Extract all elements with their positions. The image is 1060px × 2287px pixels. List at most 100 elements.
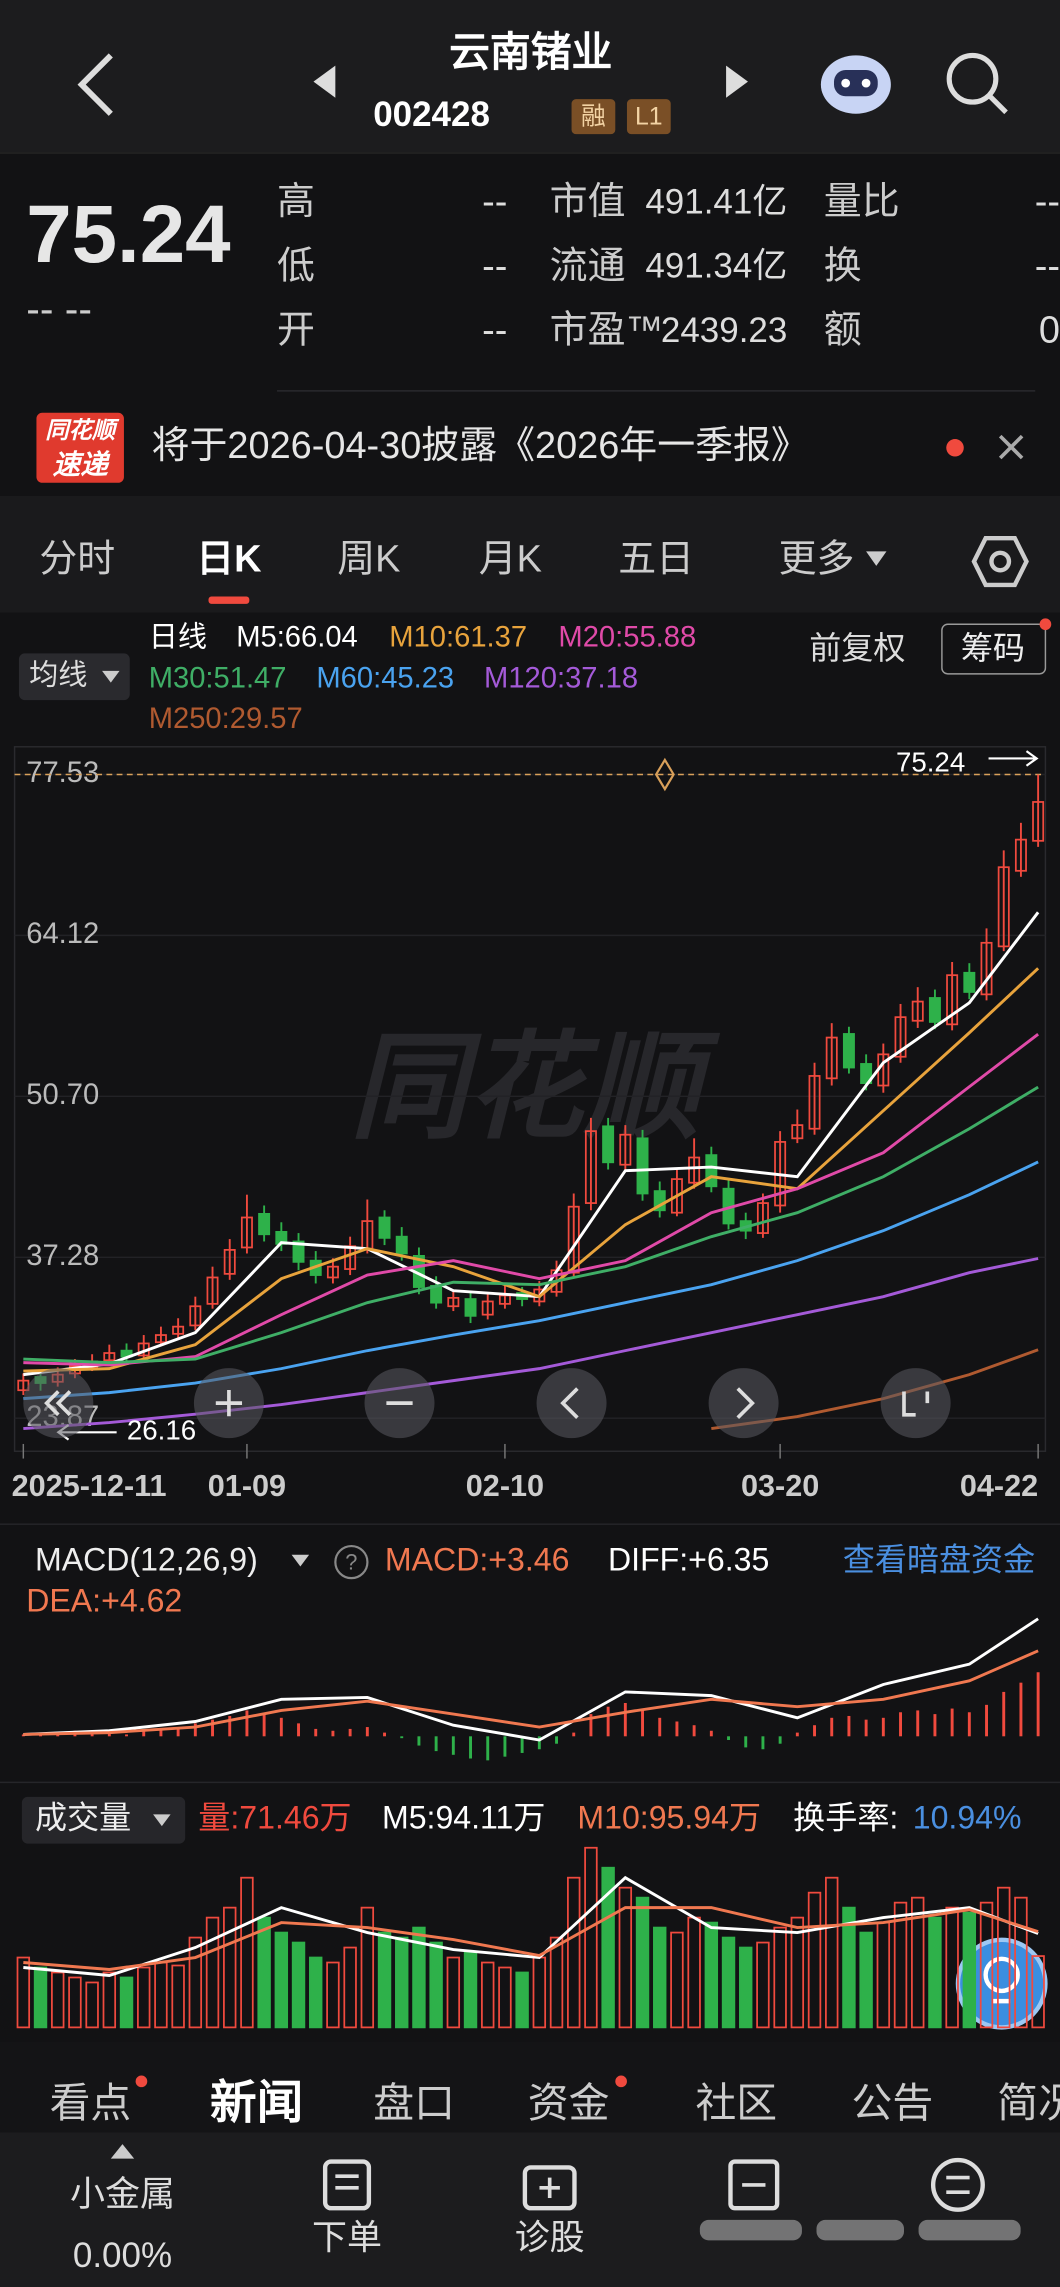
chart-control-icon: [44, 1390, 72, 1417]
candle-body: [1032, 801, 1045, 842]
close-button[interactable]: [998, 434, 1024, 460]
volume-bar: [962, 1911, 977, 2029]
chart-control-icon: [736, 1387, 755, 1419]
indicator-selector-bg[interactable]: [21, 1796, 186, 1844]
chart-control[interactable]: [880, 1368, 951, 1439]
field-label: 流通: [550, 245, 626, 287]
volume-bar: [893, 1901, 908, 2029]
sub-tab[interactable]: 社区: [695, 2080, 777, 2126]
sector-change: 0.00%: [73, 2236, 172, 2275]
notice-text[interactable]: 将于2026-04-30披露《2026年一季报》: [152, 425, 809, 467]
candle-body: [602, 1125, 615, 1164]
expand-arrow[interactable]: [110, 2144, 135, 2159]
robot-icon[interactable]: [820, 55, 891, 114]
badge-text: 同花顺: [45, 417, 120, 443]
order-icon[interactable]: [322, 2159, 372, 2211]
volume-bar: [223, 1906, 237, 2029]
sub-tab[interactable]: 简况: [997, 2080, 1060, 2126]
volume-ma-line: [23, 1875, 1039, 1977]
volume-bar: [618, 1886, 633, 2029]
field-label: 市值: [550, 181, 626, 223]
volume-bar: [928, 1916, 942, 2029]
back-button[interactable]: [77, 53, 113, 116]
candle-body: [326, 1265, 339, 1279]
adjust-button[interactable]: 前复权: [809, 630, 905, 666]
dropdown-arrow: [866, 551, 887, 566]
last-price: 75.24: [26, 189, 230, 280]
indicator-selector[interactable]: MACD(12,26,9): [35, 1542, 258, 1578]
candle-body: [172, 1325, 185, 1335]
chips-button[interactable]: [941, 623, 1047, 675]
help-icon[interactable]: [334, 1544, 369, 1580]
tab-indicator: [208, 596, 250, 604]
field-label: 换: [824, 245, 862, 287]
search-button[interactable]: [946, 52, 1008, 115]
volume-bar: [515, 1971, 529, 2029]
chart-control-icon: [560, 1387, 579, 1419]
candle-body: [688, 1156, 701, 1184]
dropdown-arrow: [291, 1554, 310, 1567]
volume-bar: [463, 1951, 478, 2029]
diff-value: DIFF:+6.35: [608, 1542, 769, 1578]
menu-icon[interactable]: [930, 2157, 985, 2212]
volume-bar: [85, 1981, 99, 2029]
tab[interactable]: 周K: [337, 539, 400, 581]
sub-tab[interactable]: 新闻: [210, 2076, 303, 2128]
tab[interactable]: 五日: [618, 539, 694, 581]
volume-bar: [68, 1976, 82, 2029]
volume-bar: [377, 1931, 392, 2029]
dark-pool-link[interactable]: 查看暗盘资金: [843, 1542, 1035, 1578]
minus-icon[interactable]: [728, 2159, 780, 2211]
candle-body: [670, 1178, 683, 1214]
blurred-text: [699, 2219, 1021, 2241]
macd-line: [23, 1617, 1039, 1742]
volume-bar: [171, 1964, 185, 2029]
chart-control[interactable]: [708, 1368, 779, 1439]
diagnose-icon[interactable]: [522, 2165, 577, 2211]
sub-tab[interactable]: 看点: [50, 2080, 132, 2126]
y-tick-label: 77.53: [26, 757, 99, 789]
ma-line: [23, 1085, 1039, 1365]
volume-bar: [1014, 1896, 1028, 2029]
turnover-label: 换手率:: [793, 1800, 898, 1836]
field-value: 2439.23: [661, 311, 787, 350]
tab[interactable]: 月K: [479, 539, 542, 581]
sub-tab[interactable]: 盘口: [373, 2080, 455, 2126]
sector-name[interactable]: 小金属: [70, 2175, 175, 2214]
sub-tab-bar: [0, 2041, 1060, 2133]
nav-item[interactable]: 下单: [312, 2219, 382, 2258]
tab[interactable]: 日K: [196, 539, 262, 581]
field-label: 量比: [824, 181, 900, 223]
volume-bar: [240, 1876, 254, 2029]
volume-bar: [33, 1966, 48, 2029]
candle-body: [447, 1296, 460, 1308]
ma-button-text: 均线: [29, 658, 87, 691]
nav-item[interactable]: 诊股: [515, 2219, 585, 2258]
volume-bar: [257, 1916, 271, 2029]
unread-dot: [1039, 618, 1052, 631]
tab[interactable]: 更多: [779, 539, 855, 581]
x-tick-label: 2025-12-11: [12, 1469, 167, 1503]
sub-tab[interactable]: 公告: [851, 2080, 933, 2126]
next-stock[interactable]: [726, 65, 748, 98]
volume-bar: [549, 1936, 564, 2029]
chart-control-icon: [902, 1391, 930, 1417]
field-value: --: [1035, 245, 1060, 287]
volume-bar: [360, 1906, 375, 2029]
candle-body: [206, 1276, 219, 1305]
chart-control[interactable]: [536, 1368, 607, 1439]
settings-button[interactable]: [971, 536, 1029, 588]
watermark: 同花顺: [350, 1022, 720, 1153]
field-value: 0: [1039, 310, 1060, 352]
volume-bar: [773, 1926, 787, 2029]
field-label: 额: [824, 310, 862, 352]
prev-stock[interactable]: [313, 65, 336, 98]
candle-body: [189, 1305, 202, 1327]
sub-tab[interactable]: 资金: [528, 2080, 610, 2126]
legend-item: M120:37.18: [484, 662, 638, 694]
field-value: --: [1035, 181, 1060, 223]
tab[interactable]: 分时: [39, 539, 115, 581]
volume-bar: [739, 1946, 753, 2029]
ma-button[interactable]: [18, 653, 130, 701]
stock-code: 002428: [373, 95, 490, 134]
